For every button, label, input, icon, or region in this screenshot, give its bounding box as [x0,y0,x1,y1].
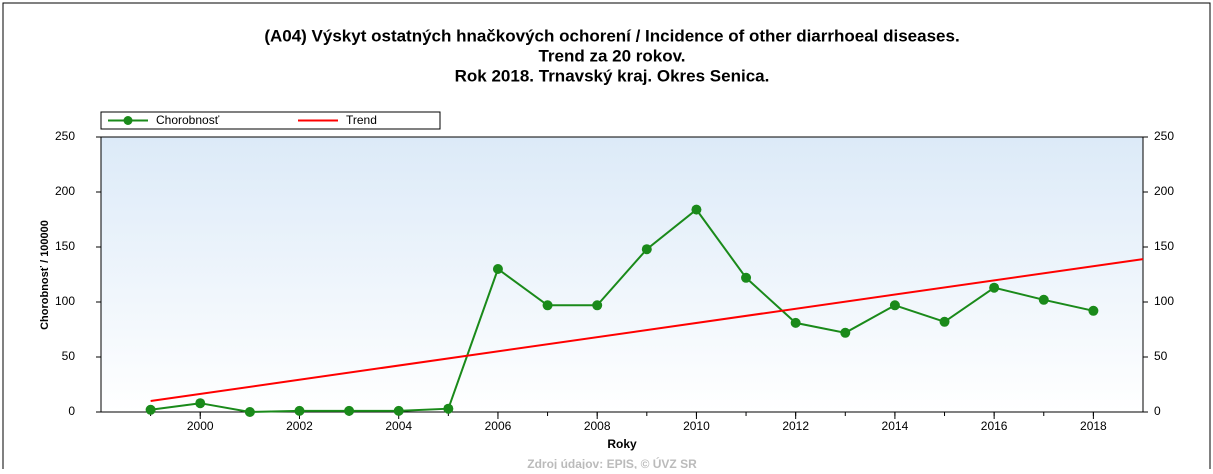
legend-marker [123,116,133,125]
x-tick-label: 2012 [782,419,809,433]
data-line [150,208,1094,414]
y2-tick-label: 200 [1154,184,1174,198]
data-point [691,204,702,215]
y-tick-label: 50 [62,349,76,363]
x-tick-label: 2016 [981,419,1008,433]
data-point [741,272,752,283]
data-point [1088,305,1099,316]
data-point [195,398,206,409]
data-point [840,327,851,338]
x-tick-label: 2000 [187,419,214,433]
data-point [889,300,900,311]
legend [100,111,441,130]
data-point [790,317,801,328]
data-point [492,264,503,274]
data-point [641,244,652,255]
y-tick-label: 250 [55,129,75,143]
y2-tick-label: 0 [1154,404,1161,418]
data-point [294,405,305,416]
legend-label: Chorobnosť [156,113,220,127]
data-point [1038,294,1049,305]
x-tick-label: 2014 [882,419,909,433]
data-point [939,316,950,327]
chart-subtitle: Trend za 20 rokov. [538,46,685,65]
x-tick-label: 2006 [485,419,512,433]
trend-line [150,258,1144,402]
x-axis-label: Roky [607,437,637,451]
y2-tick-label: 100 [1154,294,1174,308]
y-tick-label: 0 [68,404,75,418]
y2-tick-label: 150 [1154,239,1174,253]
data-point [542,300,553,311]
data-point [393,405,404,416]
data-point [592,300,603,311]
data-point [145,404,156,415]
y2-tick-label: 250 [1154,129,1174,143]
y2-tick-label: 50 [1154,349,1168,363]
x-tick-label: 2018 [1080,419,1107,433]
y-axis-label: Chorobnosť / 100000 [39,220,51,330]
legend-label: Trend [346,113,377,127]
x-tick-label: 2008 [584,419,611,433]
source: Zdroj údajov: EPIS, © ÚVZ SR [527,456,697,469]
y-tick-label: 200 [55,184,75,198]
data-point [443,403,454,414]
x-tick-label: 2004 [385,419,412,433]
chart-title: (A04) Výskyt ostatných hnačkových ochore… [264,26,959,45]
data-point [989,282,1000,293]
chart-subtitle: Rok 2018. Trnavský kraj. Okres Senica. [455,66,770,85]
plot-area [100,136,1144,413]
x-tick-label: 2010 [683,419,710,433]
data-point [244,407,255,417]
x-tick-label: 2002 [286,419,313,433]
y-tick-label: 150 [55,239,75,253]
data-point [344,405,355,416]
y-tick-label: 100 [55,294,75,308]
